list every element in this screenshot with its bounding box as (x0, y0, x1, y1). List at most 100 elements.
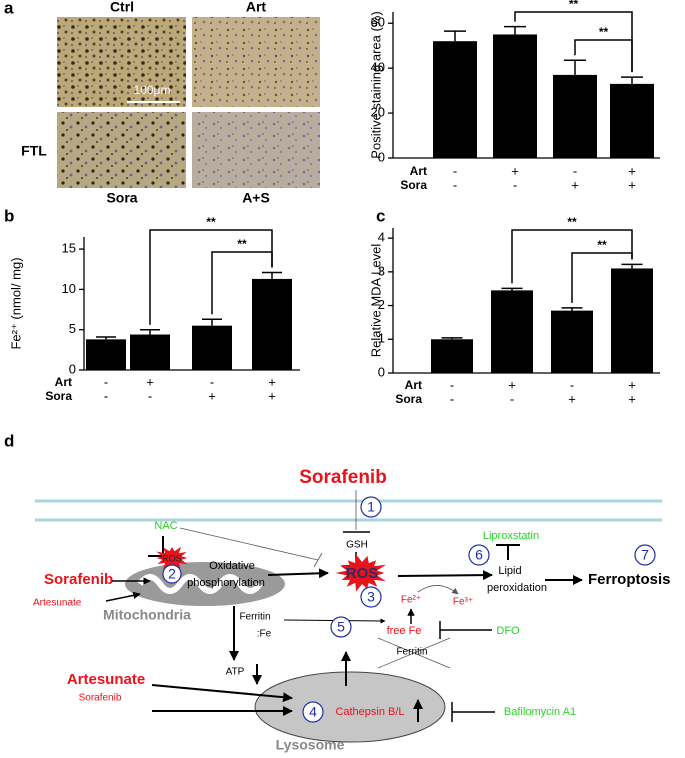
drug-label: Artesunate (33, 598, 82, 609)
x-tick-label: + (568, 391, 576, 406)
bar (491, 290, 533, 373)
x-tick-label: + (628, 391, 636, 406)
row-name: Art (55, 375, 72, 389)
drug-label: Sorafenib (79, 693, 122, 704)
micrograph (57, 17, 186, 107)
error-bar (140, 328, 160, 335)
label: peroxidation (487, 582, 547, 594)
error-bar (621, 76, 643, 84)
significance-bracket (211, 251, 273, 315)
bar (493, 34, 537, 158)
step-number: 3 (367, 589, 375, 605)
row-name: Art (405, 378, 422, 392)
x-tick-label: + (511, 163, 519, 178)
error-bar (202, 318, 222, 326)
y-tick-label: 3 (378, 263, 385, 278)
x-tick-label: - (573, 163, 577, 178)
x-tick-label: - (450, 391, 454, 406)
significance-label: ** (206, 215, 216, 229)
tile-label: A+S (242, 190, 270, 206)
y-tick-label: 4 (378, 230, 385, 245)
x-tick-label: - (450, 377, 454, 392)
error-bar (621, 263, 643, 269)
tile-label: Sora (106, 190, 137, 206)
ros-burst (335, 554, 386, 592)
ros-burst (156, 546, 188, 570)
bar (192, 325, 232, 370)
step-number: 5 (337, 619, 345, 635)
error-bar (501, 287, 523, 291)
arrow (105, 591, 141, 602)
significance-bracket (149, 229, 273, 325)
y-tick-label: 15 (62, 241, 76, 256)
y-tick-label: 5 (69, 321, 76, 336)
arrow (397, 570, 493, 581)
micrographs: 100μm Ctrl Art Sora A+S FTL (21, 0, 320, 206)
x-tick-label: + (146, 374, 154, 389)
y-tick-label: 1 (378, 331, 385, 346)
membrane (35, 499, 662, 522)
cross-line (377, 637, 451, 669)
bar (433, 41, 477, 159)
drug-label: Sorafenib (299, 467, 387, 488)
bar (611, 268, 653, 373)
label: free Fe (387, 625, 422, 637)
x-tick-label: + (628, 177, 636, 192)
diagram: Sorafenib GSH NAC Sorafenib Artesunate R… (33, 467, 671, 753)
x-tick-label: - (148, 388, 152, 403)
x-tick-label: + (508, 377, 516, 392)
step-marker: 6 (468, 544, 490, 566)
label: Ferritin (239, 612, 270, 623)
bar (86, 339, 126, 370)
y-tick-label: 40 (371, 60, 385, 75)
label: Oxidative (209, 560, 255, 572)
ros-label: ROS (346, 565, 379, 582)
scale-bar-label: 100μm (134, 83, 171, 97)
drug-label: Artesunate (67, 671, 145, 688)
error-bar (561, 307, 583, 311)
significance-label: ** (599, 25, 609, 39)
cristae (137, 574, 263, 594)
label: Cathepsin B/L (335, 706, 404, 718)
step-number: 7 (641, 547, 649, 563)
x-tick-label: - (453, 177, 457, 192)
y-tick-label: 10 (62, 281, 76, 296)
y-tick-label: 0 (378, 149, 385, 164)
row-name: Art (410, 164, 427, 178)
bar (551, 310, 593, 373)
inhibitor-label: NAC (154, 520, 177, 532)
significance-bracket (571, 252, 633, 303)
x-tick-label: - (104, 374, 108, 389)
bar (431, 339, 473, 373)
row-label: FTL (21, 143, 47, 159)
label: GSH (346, 540, 368, 551)
x-tick-label: - (104, 388, 108, 403)
step-number: 2 (168, 566, 176, 582)
row-name: Sora (395, 392, 422, 406)
step-marker: 1 (360, 496, 382, 518)
y-tick-label: 0 (69, 361, 76, 376)
row-name: Sora (45, 389, 72, 403)
significance-label: ** (597, 238, 607, 252)
tile-label: Ctrl (110, 0, 134, 15)
significance-bracket (511, 229, 633, 284)
panel-label: b (4, 206, 14, 225)
step-marker: 3 (360, 586, 382, 608)
bar (130, 334, 170, 370)
x-tick-label: - (510, 391, 514, 406)
inhibitor-label: DFO (496, 625, 520, 637)
drug-label: Sorafenib (44, 571, 113, 588)
step-number: 6 (475, 547, 483, 563)
step-marker: 4 (302, 701, 324, 723)
error-bar (441, 337, 463, 340)
step-marker: 2 (162, 564, 182, 584)
step-marker: 5 (330, 616, 352, 638)
arrow (417, 585, 459, 595)
error-bar (504, 25, 526, 35)
x-tick-label: - (570, 377, 574, 392)
x-tick-label: + (628, 377, 636, 392)
label: Fe²⁺ (401, 595, 421, 606)
inhibit-bar (313, 552, 323, 568)
y-tick-label: 20 (371, 105, 385, 120)
